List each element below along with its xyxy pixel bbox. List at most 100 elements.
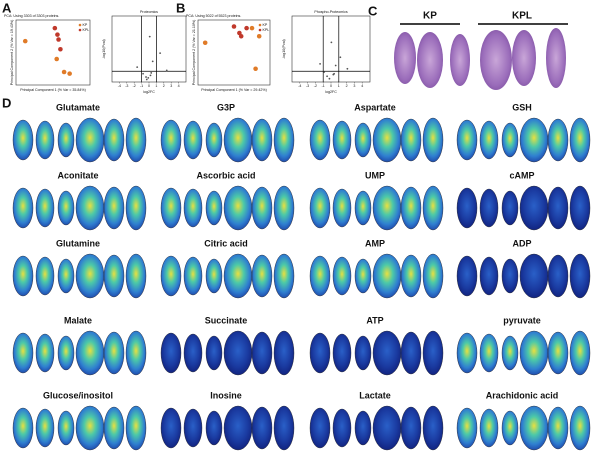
plot-frame — [111, 15, 187, 83]
metabolite-map — [309, 407, 331, 449]
metabolite-map — [205, 410, 223, 446]
x-tick-label: -1 — [140, 84, 143, 88]
metabolite-map — [125, 253, 147, 299]
metabolite-map — [75, 117, 105, 163]
metabolite-map — [479, 408, 499, 448]
data-point — [333, 72, 336, 75]
metabolite-map — [35, 256, 55, 296]
data-point — [56, 37, 61, 42]
data-point — [231, 24, 237, 29]
x-tick-label: -3 — [125, 84, 128, 88]
metabolite-name: Glutamine — [56, 238, 100, 248]
metabolite-map — [479, 120, 499, 160]
x-axis-label: Principal Component 1 (% Var = 35.84%) — [20, 88, 86, 92]
metabolite-map — [400, 118, 422, 162]
metabolite-map — [519, 253, 549, 299]
metabolite-map — [456, 187, 478, 229]
metabolite-map — [569, 405, 591, 451]
metabolite-map — [456, 332, 478, 374]
metabolite-map — [35, 408, 55, 448]
metabolite-map — [205, 335, 223, 371]
metabolite-map — [332, 188, 352, 228]
metabolite-map — [422, 185, 444, 231]
data-point — [326, 75, 328, 78]
y-axis-label: Principal Component 2 (% Var = 21.10%) — [192, 20, 196, 86]
group-label: KP — [423, 11, 437, 22]
metabolite-map — [205, 122, 223, 158]
metabolite-map — [251, 331, 273, 375]
x-tick-label: -2 — [314, 84, 317, 88]
metabolite-map — [547, 331, 569, 375]
metabolite-map — [501, 258, 519, 294]
metabolite-map — [57, 258, 75, 294]
metabolite-map — [75, 405, 105, 451]
plot-frame — [15, 19, 91, 86]
metabolite-map — [519, 330, 549, 376]
metabolite-map — [35, 120, 55, 160]
metabolite-name: Aspartate — [354, 102, 396, 112]
metabolite-map — [125, 117, 147, 163]
metabolite-map — [273, 405, 295, 451]
metabolite-map — [422, 117, 444, 163]
panel-label: C — [368, 3, 378, 18]
data-point — [159, 52, 162, 55]
plot-title: PCA: Using 5022 of 5523 proteins. — [186, 14, 241, 18]
data-point — [330, 41, 333, 44]
metabolite-name: Citric acid — [204, 238, 248, 248]
histology-section — [546, 28, 566, 88]
x-tick-label: 4 — [361, 84, 363, 88]
metabolite-map — [251, 406, 273, 450]
metabolite-map — [354, 190, 372, 226]
metabolite-map — [569, 117, 591, 163]
histology-section — [450, 34, 470, 86]
metabolite-map — [547, 186, 569, 230]
metabolite-map — [309, 332, 331, 374]
metabolite-map — [547, 118, 569, 162]
data-point — [238, 33, 244, 39]
plot-frame — [291, 15, 371, 83]
metabolite-map — [273, 117, 295, 163]
metabolite-map — [223, 253, 253, 299]
metabolite-map — [456, 255, 478, 297]
metabolite-map — [57, 190, 75, 226]
metabolite-map — [519, 405, 549, 451]
legend-label: KPL — [263, 28, 270, 32]
metabolite-name: Arachidonic acid — [486, 390, 559, 400]
metabolite-map — [12, 332, 34, 374]
metabolite-map — [332, 408, 352, 448]
metabolite-map — [372, 405, 402, 451]
metabolite-name: Ascorbic acid — [196, 170, 255, 180]
metabolite-map — [569, 185, 591, 231]
metabolite-map — [251, 118, 273, 162]
metabolite-map — [12, 255, 34, 297]
metabolite-map — [160, 119, 182, 161]
metabolite-map — [332, 120, 352, 160]
x-tick-label: 2 — [163, 84, 165, 88]
metabolite-name: Aconitate — [57, 170, 98, 180]
data-point — [145, 78, 148, 81]
metabolite-name: Inosine — [210, 390, 242, 400]
metabolite-map — [12, 119, 34, 161]
metabolite-map — [400, 331, 422, 375]
metabolite-map — [519, 185, 549, 231]
metabolite-map — [332, 256, 352, 296]
data-point — [67, 71, 72, 76]
metabolite-map — [372, 253, 402, 299]
metabolite-map — [57, 335, 75, 371]
metabolite-map — [57, 122, 75, 158]
metabolite-map — [223, 405, 253, 451]
metabolite-name: ADP — [512, 238, 531, 248]
metabolite-name: ATP — [366, 315, 383, 325]
y-axis-label: Principal Component 2 (% Var = 19.43%) — [10, 20, 14, 86]
data-point — [202, 40, 208, 46]
x-tick-label: -4 — [298, 84, 301, 88]
metabolite-map — [125, 330, 147, 376]
metabolite-map — [160, 407, 182, 449]
legend-label: KP — [83, 23, 88, 27]
metabolite-map — [75, 185, 105, 231]
histology-section — [417, 32, 443, 88]
metabolite-map — [183, 333, 203, 373]
metabolite-map — [354, 410, 372, 446]
data-point — [55, 32, 60, 37]
metabolite-map — [57, 410, 75, 446]
